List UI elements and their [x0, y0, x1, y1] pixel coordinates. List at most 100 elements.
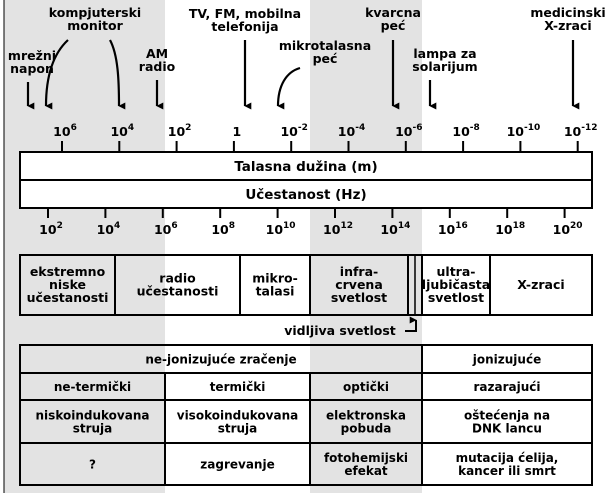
tick-base: 10 — [507, 124, 525, 139]
tick-base: 10 — [266, 222, 284, 237]
table-text-line: ne-termički — [54, 380, 131, 394]
tick-label: 10-2 — [280, 123, 307, 139]
table-text-line: fotohemijski — [324, 451, 408, 465]
table-text-line: elektronska — [326, 409, 406, 423]
table-text: ne-jonizujuće zračenje — [145, 353, 296, 367]
tick-label: 1 — [233, 124, 242, 139]
annotation: lampa za solarijum — [412, 46, 477, 74]
tick-exp: 10 — [283, 221, 296, 231]
tick-exp: 4 — [114, 221, 120, 231]
annotation: mrežni napon — [8, 48, 56, 76]
tick-exp: 2 — [57, 221, 63, 231]
table-cell — [421, 442, 593, 486]
tick-base: 10 — [564, 124, 582, 139]
table-text-line: struja — [73, 422, 113, 436]
annotation: TV, FM, mobilna telefonija — [189, 6, 301, 34]
tick-exp: 14 — [398, 221, 411, 231]
band-label-line: crvena — [335, 277, 383, 292]
table-text-line: razarajući — [474, 380, 541, 394]
band-label-line: svetlost — [331, 290, 387, 305]
tick-exp: -2 — [298, 123, 308, 133]
tick-exp: 8 — [229, 221, 235, 231]
tick-label: 104 — [97, 221, 121, 237]
annotation-line: solarijum — [412, 59, 477, 74]
tick-base: 10 — [338, 124, 356, 139]
tick-label: 10-6 — [395, 123, 422, 139]
tick-exp: 20 — [570, 221, 583, 231]
band-label-line: niske — [49, 277, 86, 292]
band-label: X-zraci — [517, 277, 564, 292]
annotation-line: telefonija — [211, 19, 278, 34]
table-text-line: oštećenja na — [464, 409, 550, 423]
tick-base: 10 — [395, 124, 413, 139]
visible-label: vidljiva svetlost — [284, 323, 396, 338]
annotation-line: medicinski — [530, 5, 605, 20]
band-label-line: mikro- — [252, 271, 298, 286]
table-text-line: visokoindukovana — [177, 409, 298, 423]
tick-exp: 12 — [340, 221, 353, 231]
band-label-line: X-zraci — [517, 277, 564, 292]
tick-label: 10-8 — [452, 123, 479, 139]
annotation-line: kompjuterski — [49, 5, 141, 20]
frequency-label: Učestanost (Hz) — [245, 187, 366, 203]
tick-exp: 4 — [128, 123, 134, 133]
table-text: visokoindukovana struja — [177, 409, 298, 436]
table-text-line: ne-jonizujuće zračenje — [145, 353, 296, 367]
tick-label: 1014 — [380, 221, 410, 237]
table-text-line: DNK lancu — [472, 422, 542, 436]
tick-label: 1016 — [438, 221, 468, 237]
table-text-line: struja — [218, 422, 258, 436]
table-text: zagrevanje — [200, 458, 274, 472]
tick-exp: -4 — [355, 123, 365, 133]
annotation-line: mikrotalasna — [279, 38, 371, 53]
annotation-line: X-zraci — [544, 18, 591, 33]
band-label-line: talasi — [256, 284, 295, 299]
annotation-line: napon — [10, 61, 54, 76]
band-label: radio učestanosti — [137, 271, 219, 299]
annotation-line: peć — [313, 51, 338, 66]
tick-label: 1012 — [323, 221, 353, 237]
table-text-line: jonizujuće — [472, 353, 541, 367]
annotation-line: mrežni — [8, 48, 56, 63]
tick-exp: -10 — [524, 123, 540, 133]
tick-base: 10 — [280, 124, 298, 139]
table-text: oštećenja na DNK lancu — [464, 409, 550, 436]
band-label-line: radio — [159, 271, 196, 286]
annotation-line: kvarcna — [365, 5, 421, 20]
tick-base: 10 — [97, 222, 115, 237]
table-text: optički — [343, 380, 389, 394]
visible-arrow — [405, 316, 417, 332]
annotation-line: monitor — [67, 18, 123, 33]
table-text: ne-termički — [54, 380, 131, 394]
band-label-line: infra- — [340, 264, 378, 279]
band-label-line: učestanosti — [137, 284, 219, 299]
table-text: elektronska pobuda — [326, 409, 406, 436]
band-label: ekstremno niske učestanosti — [27, 264, 109, 305]
table-text-line: termički — [210, 380, 266, 394]
tick-label: 10-10 — [507, 123, 541, 139]
tick-base: 10 — [380, 222, 398, 237]
tick-base: 10 — [438, 222, 456, 237]
tick-base: 1 — [233, 124, 242, 139]
annotation-line: AM — [146, 46, 168, 61]
band-label: infra-crvena svetlost — [331, 264, 387, 305]
annotation-line: radio — [139, 59, 176, 74]
tick-exp: 18 — [513, 221, 526, 231]
tick-label: 106 — [53, 123, 77, 139]
band-box — [309, 254, 409, 316]
tick-label: 104 — [110, 123, 134, 139]
annotation: AM radio — [139, 46, 176, 74]
annotation-line: TV, FM, mobilna — [189, 6, 301, 21]
gray-band — [310, 0, 422, 493]
tick-exp: 6 — [171, 221, 177, 231]
table-text-line: optički — [343, 380, 389, 394]
annotation: kvarcna peć — [365, 5, 421, 33]
tick-label: 1018 — [495, 221, 525, 237]
tick-base: 10 — [168, 124, 186, 139]
band-box — [489, 254, 593, 316]
band-label: ultra-ljubičasta svetlost — [422, 264, 490, 305]
table-text-line: zagrevanje — [200, 458, 274, 472]
table-text: mutacija ćelija, kancer ili smrt — [456, 451, 559, 478]
tick-label: 108 — [211, 221, 235, 237]
